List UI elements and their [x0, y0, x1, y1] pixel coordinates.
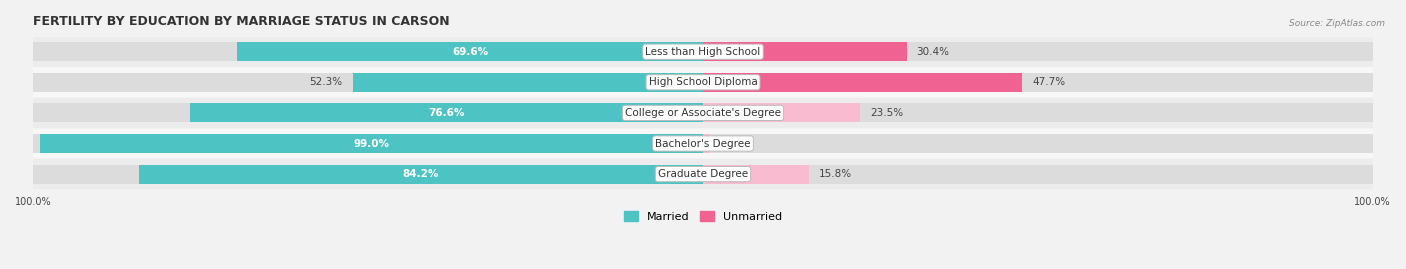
Bar	[34, 134, 703, 153]
Bar	[34, 98, 1372, 128]
Bar	[34, 129, 1372, 158]
Bar	[353, 73, 703, 92]
Bar	[703, 42, 907, 61]
Bar	[39, 134, 703, 153]
Bar	[236, 42, 703, 61]
Text: 23.5%: 23.5%	[870, 108, 904, 118]
Bar	[703, 73, 1372, 92]
Bar	[703, 165, 808, 183]
Text: FERTILITY BY EDUCATION BY MARRIAGE STATUS IN CARSON: FERTILITY BY EDUCATION BY MARRIAGE STATU…	[34, 15, 450, 28]
Bar	[34, 165, 703, 183]
Text: Bachelor's Degree: Bachelor's Degree	[655, 139, 751, 148]
Text: Graduate Degree: Graduate Degree	[658, 169, 748, 179]
Bar	[703, 103, 860, 122]
Bar	[139, 165, 703, 183]
Bar	[703, 103, 1372, 122]
Text: College or Associate's Degree: College or Associate's Degree	[626, 108, 780, 118]
Bar	[703, 165, 1372, 183]
Bar	[703, 134, 1372, 153]
Text: 84.2%: 84.2%	[404, 169, 439, 179]
Bar	[34, 103, 703, 122]
Text: 30.4%: 30.4%	[917, 47, 949, 57]
Bar	[34, 67, 1372, 97]
Bar	[703, 134, 710, 153]
Text: Less than High School: Less than High School	[645, 47, 761, 57]
Text: 76.6%: 76.6%	[429, 108, 465, 118]
Text: 15.8%: 15.8%	[818, 169, 852, 179]
Bar	[34, 37, 1372, 67]
Text: 52.3%: 52.3%	[309, 77, 343, 87]
Text: 69.6%: 69.6%	[451, 47, 488, 57]
Text: 99.0%: 99.0%	[353, 139, 389, 148]
Text: Source: ZipAtlas.com: Source: ZipAtlas.com	[1289, 19, 1385, 28]
Bar	[34, 42, 703, 61]
Text: 1.0%: 1.0%	[720, 139, 747, 148]
Text: High School Diploma: High School Diploma	[648, 77, 758, 87]
Bar	[703, 73, 1022, 92]
Bar	[703, 42, 1372, 61]
Bar	[34, 73, 703, 92]
Bar	[34, 159, 1372, 189]
Text: 47.7%: 47.7%	[1032, 77, 1066, 87]
Legend: Married, Unmarried: Married, Unmarried	[624, 211, 782, 222]
Bar	[190, 103, 703, 122]
